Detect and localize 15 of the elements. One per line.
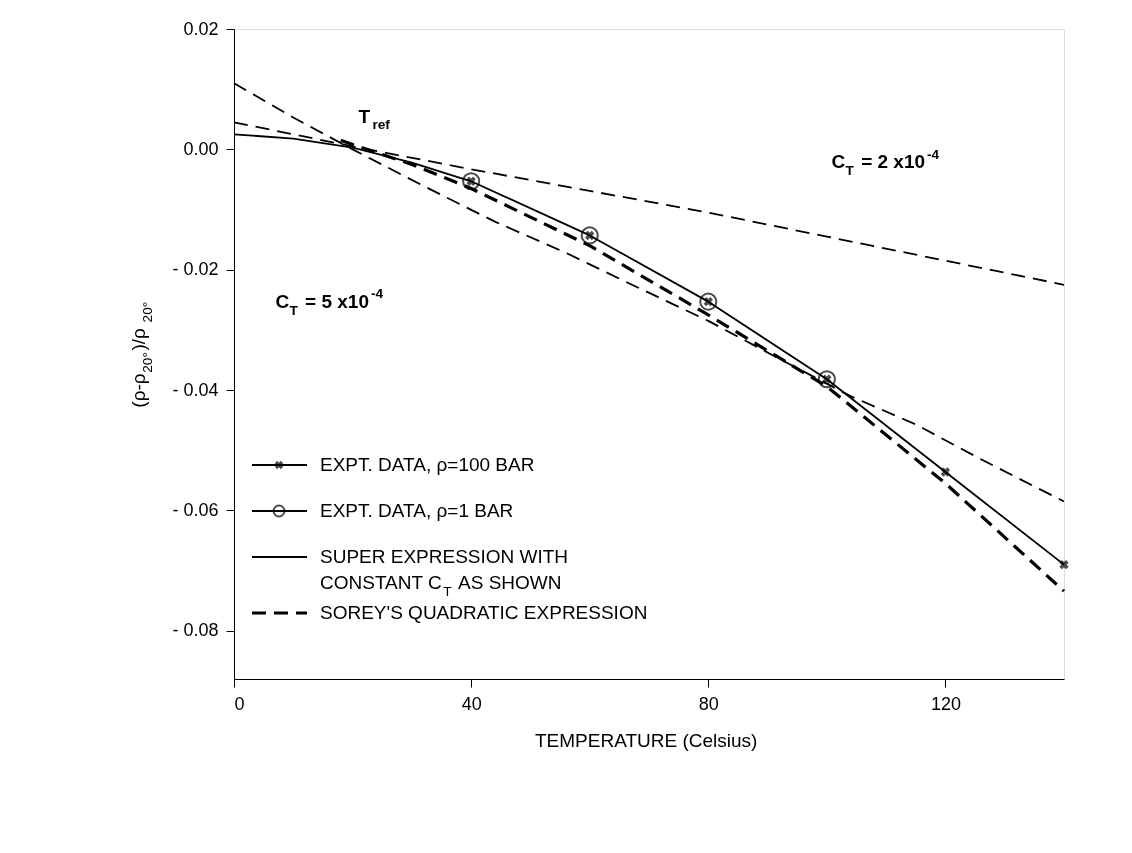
- y-tick-label: 0.02: [183, 18, 219, 39]
- x-tick-label: 120: [930, 693, 961, 714]
- legend-label: SOREY'S QUADRATIC EXPRESSION: [320, 602, 648, 623]
- y-axis-title: (ρ-ρ20°)/ρ20°: [128, 301, 155, 408]
- x-axis-title: TEMPERATURE (Celsius): [535, 730, 758, 751]
- y-tick-label: - 0.06: [172, 499, 219, 520]
- x-tick-label: 40: [461, 693, 482, 714]
- legend-label: EXPT. DATA, ρ=1 BAR: [320, 500, 514, 521]
- y-tick-label: - 0.02: [172, 259, 219, 280]
- y-tick-label: 0.00: [183, 138, 219, 159]
- x-tick-label: 80: [698, 693, 719, 714]
- y-tick-label: - 0.04: [172, 379, 219, 400]
- x-tick-label: 0: [234, 693, 245, 714]
- y-tick-label: - 0.08: [172, 620, 219, 641]
- legend-label: EXPT. DATA, ρ=100 BAR: [320, 454, 535, 475]
